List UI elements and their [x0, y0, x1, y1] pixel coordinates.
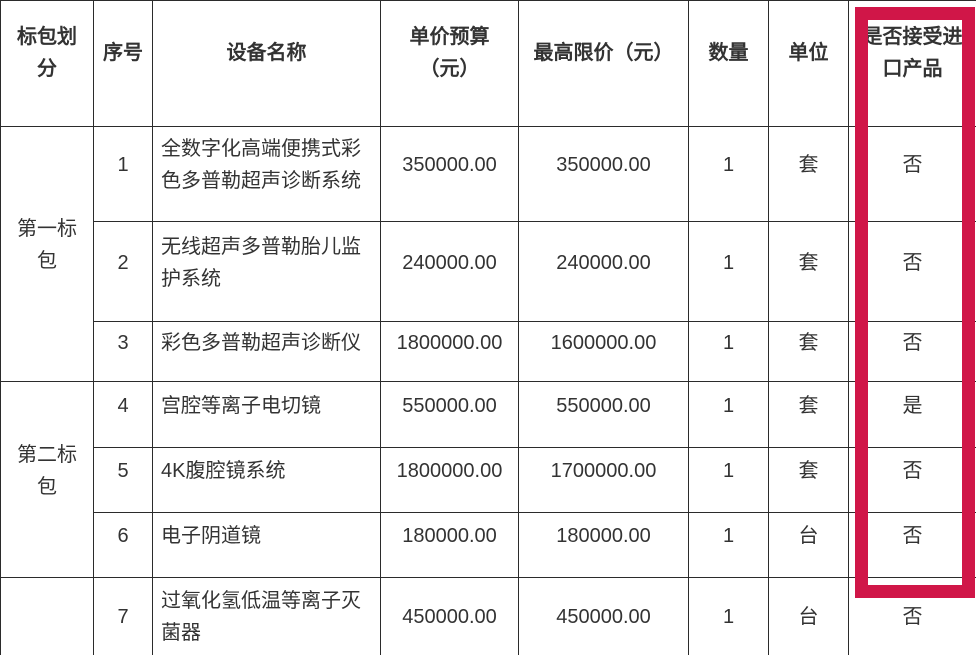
- cell-import-accepted: 是: [848, 381, 976, 448]
- table-row: 5 4K腹腔镜系统 1800000.00 1700000.00 1 套否: [1, 447, 976, 513]
- col-header-seq-no: 序号: [93, 0, 153, 127]
- cell-unit-budget: 350000.00: [380, 126, 519, 222]
- table-row: 2 无线超声多普勒胎儿监护系统 240000.00 240000.00 1 套否: [1, 221, 976, 322]
- cell-max-price: 350000.00: [518, 126, 689, 222]
- cell-device-name: 无线超声多普勒胎儿监护系统: [152, 221, 381, 322]
- cell-import-accepted: 否: [848, 447, 976, 513]
- cell-max-price: 1700000.00: [518, 447, 689, 513]
- cell-unit-budget: 1800000.00: [380, 447, 519, 513]
- cell-quantity: 1: [688, 381, 769, 448]
- cell-max-price: 550000.00: [518, 381, 689, 448]
- table-row: 第一标包 1 全数字化高端便携式彩色多普勒超声诊断系统 350000.00 350000…: [0, 126, 976, 382]
- cell-package-group: 第一标包: [0, 126, 94, 382]
- table-row: 第二标包 4 宫腔等离子电切镜 550000.00 550000.00 1 套是: [0, 381, 976, 578]
- table-row: 7 过氧化氢低温等离子灭菌器 450000.00 450000.00 1 台否: [0, 577, 976, 655]
- col-header-max-price: 最高限价（元）: [518, 0, 689, 127]
- cell-seq-no: 6: [93, 512, 153, 578]
- cell-unit-budget: 450000.00: [380, 577, 519, 655]
- cell-package-group: [0, 577, 94, 655]
- cell-unit-budget: 550000.00: [380, 381, 519, 448]
- cell-device-name: 4K腹腔镜系统: [152, 447, 381, 513]
- cell-import-accepted: 否: [848, 577, 976, 655]
- cell-unit: 台: [768, 577, 849, 655]
- col-header-unit-budget: 单价预算 （元）: [380, 0, 519, 127]
- col-header-unit: 单位: [768, 0, 849, 127]
- cell-unit: 套: [768, 126, 849, 222]
- cell-device-name: 电子阴道镜: [152, 512, 381, 578]
- cell-unit-budget: 240000.00: [380, 221, 519, 322]
- cell-device-name: 宫腔等离子电切镜: [152, 381, 381, 448]
- cell-device-name: 过氧化氢低温等离子灭菌器: [152, 577, 381, 655]
- col-header-package-division: 标包划分: [0, 0, 94, 127]
- cell-unit-budget: 1800000.00: [380, 321, 519, 382]
- cell-seq-no: 3: [93, 321, 153, 382]
- col-header-import-accepted: 是否接受进口产品: [848, 0, 976, 127]
- table-header-row: 标包划分 序号 设备名称 单价预算 （元） 最高限价（元） 数量 单位 是否接受…: [0, 0, 976, 127]
- cell-max-price: 180000.00: [518, 512, 689, 578]
- cell-import-accepted: 否: [848, 321, 976, 382]
- cell-unit: 套: [768, 447, 849, 513]
- cell-quantity: 1: [688, 126, 769, 222]
- cell-unit-budget: 180000.00: [380, 512, 519, 578]
- cell-unit: 台: [768, 512, 849, 578]
- cell-max-price: 240000.00: [518, 221, 689, 322]
- cell-import-accepted: 否: [848, 512, 976, 578]
- cell-package-group: 第二标包: [0, 381, 94, 578]
- cell-max-price: 450000.00: [518, 577, 689, 655]
- cell-quantity: 1: [688, 321, 769, 382]
- col-header-device-name: 设备名称: [152, 0, 381, 127]
- cell-unit: 套: [768, 381, 849, 448]
- cell-unit: 套: [768, 221, 849, 322]
- cell-device-name: 全数字化高端便携式彩色多普勒超声诊断系统: [152, 126, 381, 222]
- cell-seq-no: 1: [93, 126, 153, 222]
- cell-quantity: 1: [688, 447, 769, 513]
- cell-unit: 套: [768, 321, 849, 382]
- col-header-quantity: 数量: [688, 0, 769, 127]
- cell-seq-no: 7: [93, 577, 153, 655]
- cell-import-accepted: 否: [848, 126, 976, 222]
- cell-max-price: 1600000.00: [518, 321, 689, 382]
- cell-device-name: 彩色多普勒超声诊断仪: [152, 321, 381, 382]
- table-row: 3 彩色多普勒超声诊断仪 1800000.00 1600000.00 1 套否: [1, 321, 976, 382]
- cell-quantity: 1: [688, 221, 769, 322]
- cell-seq-no: 5: [93, 447, 153, 513]
- cell-seq-no: 2: [93, 221, 153, 322]
- cell-import-accepted: 否: [848, 221, 976, 322]
- table-row: 6 电子阴道镜 180000.00 180000.00 1 台否: [1, 512, 976, 578]
- cell-quantity: 1: [688, 577, 769, 655]
- cell-seq-no: 4: [93, 381, 153, 448]
- cell-quantity: 1: [688, 512, 769, 578]
